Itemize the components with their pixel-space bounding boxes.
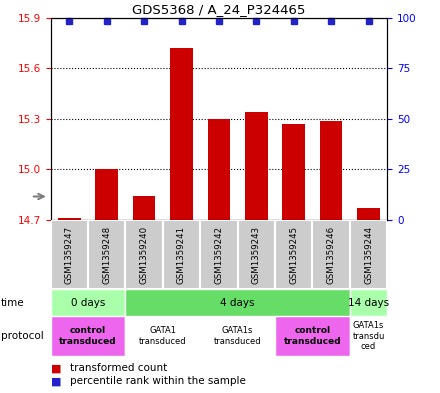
Bar — [282, 124, 305, 220]
Bar — [200, 316, 275, 356]
Text: transformed count: transformed count — [70, 363, 168, 373]
Text: GSM1359248: GSM1359248 — [102, 226, 111, 283]
Bar — [95, 169, 118, 220]
Text: 0 days: 0 days — [71, 298, 105, 308]
Bar — [350, 316, 387, 356]
Text: GATA1
transduced: GATA1 transduced — [139, 326, 187, 346]
Bar — [238, 220, 275, 289]
Text: protocol: protocol — [1, 331, 44, 341]
Text: GSM1359243: GSM1359243 — [252, 226, 261, 283]
Bar — [125, 220, 163, 289]
Text: control
transduced: control transduced — [284, 326, 341, 346]
Bar — [357, 208, 380, 220]
Bar — [125, 289, 350, 316]
Text: 14 days: 14 days — [348, 298, 389, 308]
Bar — [133, 196, 155, 220]
Bar — [88, 220, 125, 289]
Title: GDS5368 / A_24_P324465: GDS5368 / A_24_P324465 — [132, 4, 306, 17]
Text: 4 days: 4 days — [220, 298, 255, 308]
Bar — [350, 220, 387, 289]
Text: time: time — [1, 298, 25, 308]
Bar — [51, 220, 88, 289]
Bar — [275, 220, 312, 289]
Bar — [275, 316, 350, 356]
Text: ■: ■ — [51, 376, 61, 386]
Bar — [58, 219, 81, 220]
Bar — [245, 112, 268, 220]
Text: GSM1359247: GSM1359247 — [65, 226, 74, 283]
Bar — [200, 220, 238, 289]
Text: GSM1359246: GSM1359246 — [326, 226, 336, 283]
Text: ■: ■ — [51, 363, 61, 373]
Text: GSM1359242: GSM1359242 — [214, 226, 224, 283]
Text: GSM1359244: GSM1359244 — [364, 226, 373, 283]
Bar — [208, 119, 230, 220]
Text: control
transduced: control transduced — [59, 326, 117, 346]
Bar — [312, 220, 350, 289]
Bar — [350, 289, 387, 316]
Text: GSM1359240: GSM1359240 — [139, 226, 149, 283]
Text: percentile rank within the sample: percentile rank within the sample — [70, 376, 246, 386]
Bar — [170, 48, 193, 220]
Bar — [125, 316, 200, 356]
Text: GATA1s
transduced: GATA1s transduced — [214, 326, 261, 346]
Text: GSM1359241: GSM1359241 — [177, 226, 186, 283]
Bar — [163, 220, 200, 289]
Text: GATA1s
transdu
ced: GATA1s transdu ced — [352, 321, 385, 351]
Bar — [320, 121, 342, 220]
Bar — [51, 289, 125, 316]
Text: GSM1359245: GSM1359245 — [289, 226, 298, 283]
Bar — [51, 316, 125, 356]
